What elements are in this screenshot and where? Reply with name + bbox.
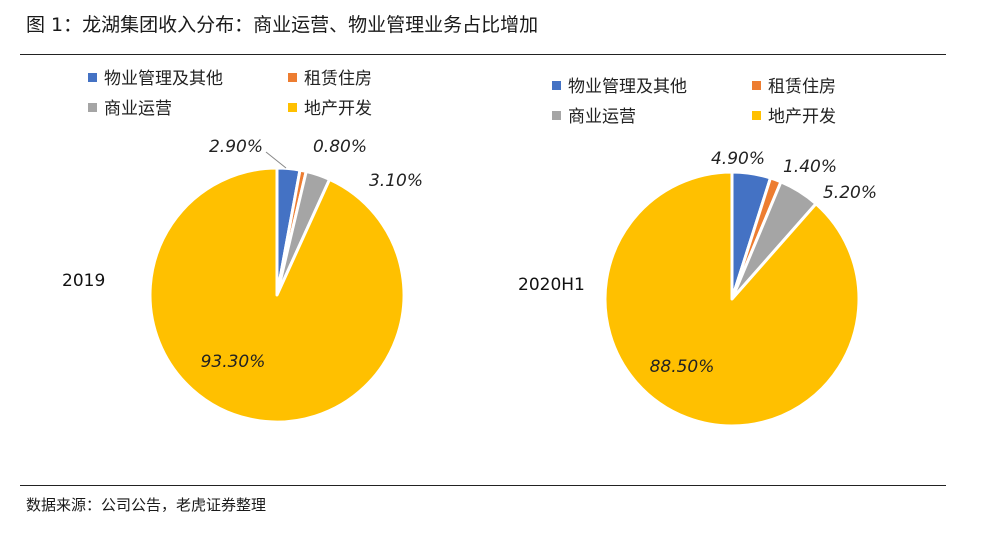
legend-swatch-0-0 xyxy=(88,73,97,82)
legend-entry-1-3: 地产开发 xyxy=(768,107,836,127)
pie-period-label-1: 2020H1 xyxy=(518,275,585,295)
data-label-1-0: 4.90% xyxy=(711,149,765,169)
legend-entry-0-2: 商业运营 xyxy=(104,99,172,119)
data-label-0-0: 2.90% xyxy=(209,137,263,157)
pie-period-label-0: 2019 xyxy=(62,271,105,291)
legend-swatch-1-0 xyxy=(552,81,561,90)
pie-slice-1-3 xyxy=(603,170,861,428)
data-label-0-3: 93.30% xyxy=(201,352,266,372)
data-label-0-2: 3.10% xyxy=(369,171,423,191)
data-label-1-1: 1.40% xyxy=(783,157,837,177)
data-label-1-2: 5.20% xyxy=(823,183,877,203)
leader-line-0-0 xyxy=(265,151,287,169)
legend-swatch-0-3 xyxy=(288,103,297,112)
legend-entry-0-3: 地产开发 xyxy=(304,99,372,119)
legend-entry-1-0: 物业管理及其他 xyxy=(568,77,687,97)
source-note: 数据来源：公司公告，老虎证券整理 xyxy=(26,496,267,514)
legend-swatch-1-2 xyxy=(552,111,561,120)
legend-swatch-1-1 xyxy=(752,81,761,90)
legend-entry-0-1: 租赁住房 xyxy=(304,69,372,89)
data-label-0-1: 0.80% xyxy=(313,137,367,157)
bottom-rule xyxy=(20,485,946,486)
legend-swatch-0-1 xyxy=(288,73,297,82)
legend-swatch-0-2 xyxy=(88,103,97,112)
top-rule xyxy=(20,54,946,55)
legend-entry-0-0: 物业管理及其他 xyxy=(104,69,223,89)
legend-entry-1-1: 租赁住房 xyxy=(768,77,836,97)
pie-slice-0-3 xyxy=(148,166,406,424)
legend-swatch-1-3 xyxy=(752,111,761,120)
data-label-1-3: 88.50% xyxy=(650,357,715,377)
legend-entry-1-2: 商业运营 xyxy=(568,107,636,127)
figure-title: 图 1：龙湖集团收入分布：商业运营、物业管理业务占比增加 xyxy=(26,14,539,36)
